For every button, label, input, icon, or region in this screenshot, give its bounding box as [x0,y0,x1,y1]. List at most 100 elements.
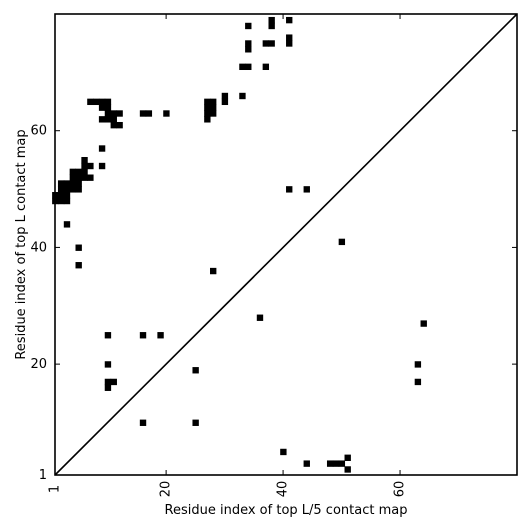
contact-point-upper [210,267,217,275]
contact-point-lower [104,384,112,391]
contact-point-upper [63,180,71,187]
contact-point-upper [286,34,293,41]
contact-point-upper [87,162,94,170]
y-axis-title: Residue index of top L contact map [14,129,29,359]
y-tick-label: 20 [30,357,47,372]
contact-point-upper [69,168,77,176]
contact-point-upper [69,180,77,187]
contact-point-upper [116,110,123,117]
contact-point-upper [145,110,153,117]
contact-point-upper [245,40,252,47]
contact-point-upper [104,110,112,117]
y-tick-label: 1 [39,468,47,483]
contact-point-lower [139,332,147,339]
contact-point-upper [268,40,275,47]
diagonal-line [54,13,518,476]
contact-point-upper [98,145,106,152]
contact-point-upper [110,116,117,123]
contact-point-upper [204,98,211,106]
contact-point-upper [303,186,310,193]
contact-point-upper [75,180,82,187]
contact-point-lower [332,460,340,467]
contact-point-upper [87,98,94,106]
contact-point-upper [110,110,117,117]
contact-point-upper [75,168,82,176]
contact-point-lower [303,460,310,467]
contact-point-upper [75,174,82,181]
contact-point-lower [414,361,422,368]
contact-point-lower [104,378,112,386]
contact-point-upper [139,110,147,117]
contact-point-upper [239,63,246,71]
contact-point-upper [221,98,229,106]
contact-point-lower [280,448,287,456]
contact-point-upper [57,197,65,205]
contact-point-upper [81,168,88,176]
contact-point-upper [63,197,71,205]
contact-point-lower [104,361,112,368]
contact-point-upper [104,116,112,123]
contact-point-upper [98,104,106,111]
contact-point-upper [210,98,217,106]
contact-point-upper [210,110,217,117]
contact-point-upper [75,186,82,193]
contact-point-upper [110,121,117,129]
contact-point-upper [98,116,106,123]
contact-point-lower [139,419,147,426]
x-tick-label: 60 [393,481,408,498]
contact-point-upper [286,40,293,47]
y-tick-label: 40 [30,240,47,255]
x-tick-label: 40 [276,481,291,498]
contact-point-upper [104,104,112,111]
contact-point-upper [204,116,211,123]
contact-point-lower [338,460,346,467]
contact-point-lower [344,454,351,461]
contact-point-upper [81,156,88,164]
contact-point-upper [75,244,82,251]
contact-point-upper [69,186,77,193]
axis-ticks: 1 20 40 60 1 20 40 60 [30,14,517,497]
contact-point-upper [57,192,65,199]
contact-point-upper [239,92,246,100]
x-axis-title: Residue index of top L/5 contact map [165,503,408,518]
contact-point-upper [268,22,275,30]
contact-point-upper [286,16,293,24]
contact-point-upper [286,186,293,193]
contact-point-lower [256,314,264,321]
contact-points [52,16,427,473]
contact-point-lower [326,460,334,467]
contact-point-lower [192,367,199,374]
contact-point-upper [98,162,106,170]
contact-point-upper [98,98,106,106]
contact-point-upper [63,192,71,199]
contact-point-upper [69,174,77,181]
contact-point-upper [81,162,88,170]
contact-point-upper [63,186,71,193]
contact-point-upper [245,46,252,53]
contact-point-lower [414,378,422,386]
contact-point-upper [75,262,82,269]
contact-point-lower [110,378,117,386]
contact-point-upper [268,16,275,24]
y-tick-label: 60 [30,124,47,139]
contact-point-upper [245,63,252,71]
contact-point-upper [93,98,100,106]
contact-point-upper [204,110,211,117]
contact-point-lower [192,419,199,426]
contact-point-upper [210,104,217,111]
contact-point-upper [262,63,270,71]
contact-point-lower [344,466,351,473]
contact-point-lower [420,320,427,327]
contact-point-upper [116,121,123,129]
contact-point-upper [245,22,252,30]
x-tick-label: 1 [48,485,63,493]
contact-point-lower [104,332,112,339]
plot-frame [54,13,518,476]
contact-point-upper [163,110,170,117]
x-tick-label: 20 [159,481,174,498]
contact-point-upper [262,40,270,47]
contact-point-upper [57,186,65,193]
contact-point-upper [204,104,211,111]
contact-point-upper [63,221,71,228]
